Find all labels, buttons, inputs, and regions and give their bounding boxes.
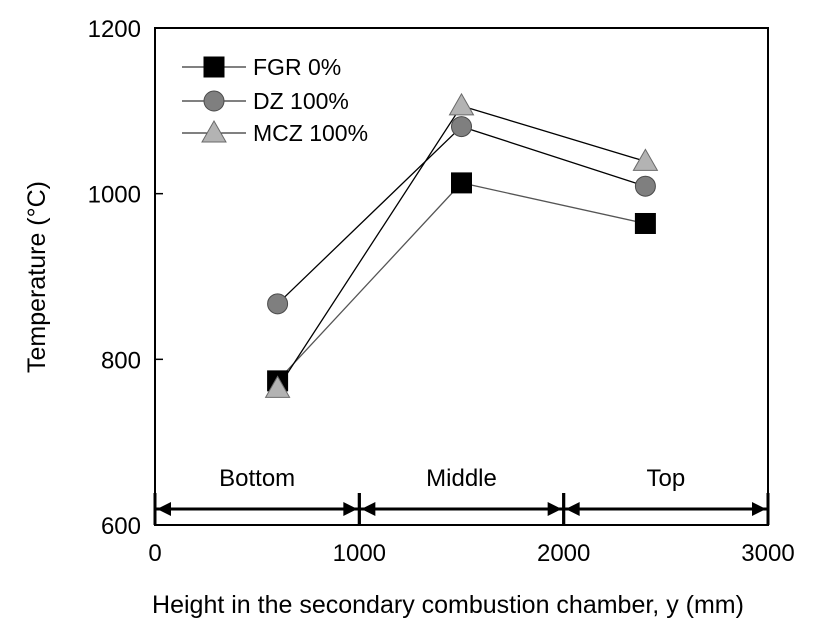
arrow-right-icon [752,502,766,516]
data-point-square [634,212,656,234]
series-line-square [277,182,646,382]
arrow-left-icon [565,502,580,516]
data-point-circle [267,293,289,315]
legend-label-fgr: FGR 0% [253,54,341,80]
arrow-left-icon [361,502,376,516]
y-axis: 600 800 1000 1200 [88,16,163,540]
data-point-triangle [448,92,475,116]
y-axis-title: Temperature (°C) [23,181,51,373]
x-tick-label: 3000 [741,540,794,567]
y-tick-label: 1200 [88,16,141,43]
region-label-bottom: Bottom [219,465,295,492]
x-tick-label: 0 [148,540,161,567]
x-tick-label: 1000 [333,540,386,567]
data-point-triangle [264,375,291,398]
legend-item-dz: DZ 100% [182,88,349,114]
region-label-middle: Middle [426,465,497,492]
y-tick-label: 800 [101,347,141,374]
legend-label-dz: DZ 100% [253,88,349,114]
arrow-right-icon [547,502,562,516]
legend: FGR 0% DZ 100% MCZ 100% [182,54,368,146]
data-point-square [451,172,472,194]
y-tick-label: 600 [101,513,141,540]
legend-item-mcz: MCZ 100% [182,119,368,146]
legend-item-fgr: FGR 0% [182,54,341,80]
region-markers: Bottom Middle Top [153,465,770,525]
arrow-left-icon [157,502,171,516]
x-axis-title: Height in the secondary combustion chamb… [152,591,744,619]
data-point-circle [451,116,472,138]
series-line-triangle [277,105,646,389]
series-markers [264,92,659,398]
legend-marker-circle-icon [203,90,225,112]
legend-marker-square-icon [203,56,225,78]
plot-frame [154,27,769,526]
legend-marker-triangle-icon [201,119,227,143]
arrow-right-icon [343,502,358,516]
x-tick-label: 2000 [537,540,590,567]
region-label-top: Top [646,465,685,492]
y-tick-label: 1000 [88,182,141,209]
series-lines [277,105,646,389]
data-point-circle [634,175,656,197]
legend-label-mcz: MCZ 100% [253,120,368,146]
data-point-triangle [632,148,659,171]
series-line-circle [277,125,646,305]
